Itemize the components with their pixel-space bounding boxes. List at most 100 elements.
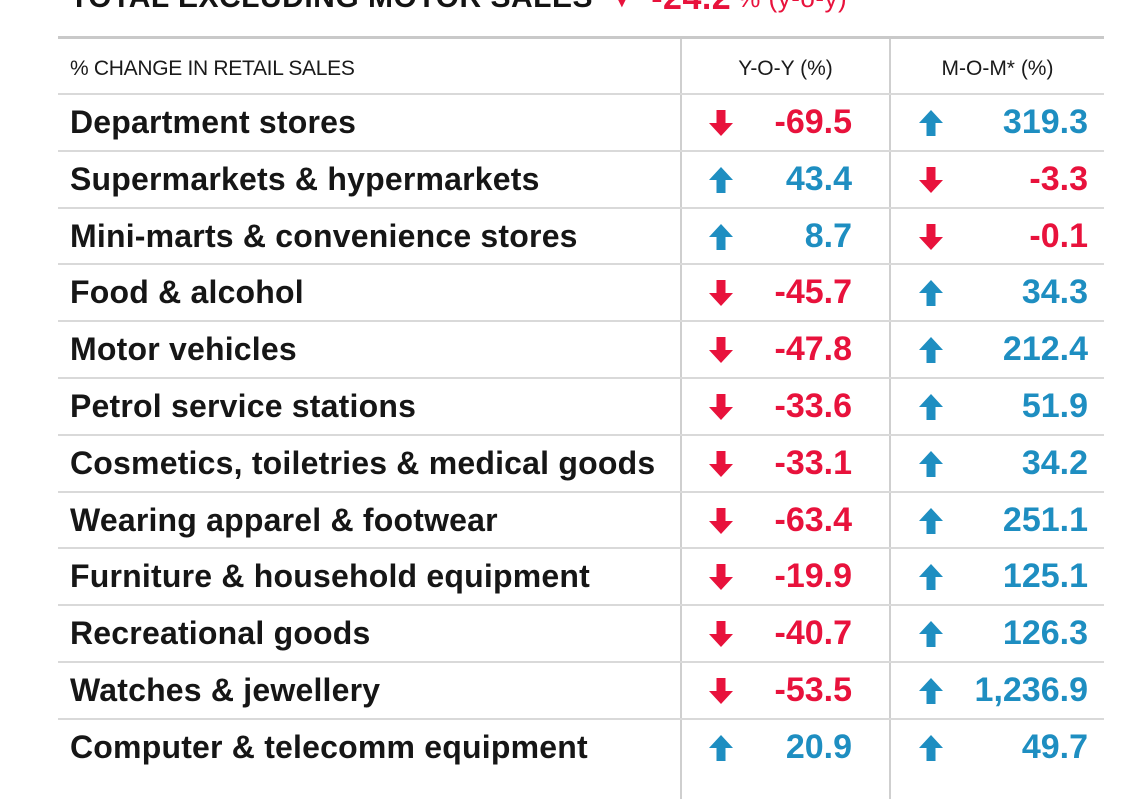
mom-value: 1,236.9	[974, 670, 1088, 709]
yoy-value: -53.5	[774, 670, 853, 709]
row-category: Wearing apparel & footwear	[70, 501, 498, 538]
mom-cell: 51.9	[918, 379, 1088, 433]
mom-cell: 212.4	[918, 322, 1088, 376]
mom-cell: 49.7	[918, 720, 1088, 774]
table-row: Motor vehicles -47.8 212.4	[58, 320, 1104, 377]
mom-value: -0.1	[1029, 216, 1088, 255]
arrow-down-icon	[709, 677, 733, 704]
row-category: Watches & jewellery	[70, 671, 381, 708]
mom-cell: 251.1	[918, 493, 1088, 547]
table-row: Food & alcohol -45.7 34.3	[58, 263, 1104, 320]
mom-value: 51.9	[1021, 386, 1088, 425]
arrow-up-icon	[919, 393, 943, 420]
table-row: Mini-marts & convenience stores 8.7 -0.1	[58, 206, 1104, 264]
column-divider	[680, 39, 682, 799]
mom-value: 319.3	[1002, 103, 1088, 141]
table-row: Supermarkets & hypermarkets 43.4 -3.3	[58, 149, 1104, 207]
arrow-down-icon	[709, 337, 733, 364]
yoy-value: -19.9	[774, 557, 853, 596]
yoy-cell: -53.5	[708, 663, 852, 717]
header-yoy: Y-O-Y (%)	[738, 57, 833, 80]
yoy-value: -69.5	[774, 103, 853, 141]
arrow-down-icon	[709, 280, 733, 307]
arrow-down-icon	[919, 223, 943, 250]
row-category: Recreational goods	[70, 615, 371, 652]
arrow-down-icon	[709, 621, 733, 648]
arrow-up-icon	[919, 110, 943, 136]
column-divider	[889, 39, 891, 799]
yoy-cell: 43.4	[708, 152, 852, 206]
table-body: Department stores -69.5 319.3 Supermarkets …	[58, 93, 1104, 775]
yoy-value: 43.4	[785, 159, 852, 198]
mom-value: 49.7	[1021, 727, 1088, 766]
table-row: Cosmetics, toiletries & medical goods -33…	[58, 433, 1104, 491]
yoy-cell: -19.9	[708, 549, 852, 603]
headline-total-value: -24.2	[651, 0, 731, 18]
headline-title: TOTAL EXCLUDING MOTOR SALES	[70, 0, 593, 15]
arrow-down-icon	[709, 450, 733, 477]
row-category: Petrol service stations	[70, 387, 417, 424]
arrow-down-icon	[709, 110, 733, 136]
yoy-value: -33.6	[774, 386, 853, 425]
row-category: Food & alcohol	[70, 274, 304, 311]
yoy-value: -40.7	[774, 614, 853, 653]
yoy-value: -47.8	[774, 330, 853, 369]
arrow-up-icon	[919, 621, 943, 648]
arrow-down-icon	[709, 393, 733, 420]
yoy-cell: -63.4	[708, 493, 852, 547]
arrow-down-icon	[709, 507, 733, 534]
mom-cell: -3.3	[918, 152, 1088, 206]
table-row: Recreational goods -40.7 126.3	[58, 604, 1104, 661]
yoy-value: -33.1	[774, 443, 853, 482]
table-row: Department stores -69.5 319.3	[58, 93, 1104, 150]
mom-cell: 1,236.9	[918, 663, 1088, 717]
row-category: Computer & telecomm equipment	[70, 728, 588, 765]
headline-total-unit: % (y-o-y)	[737, 0, 847, 14]
mom-value: 34.2	[1021, 443, 1088, 482]
mom-cell: 319.3	[918, 95, 1088, 149]
yoy-value: -63.4	[774, 500, 853, 539]
mom-value: 34.3	[1021, 273, 1088, 312]
header-category: % CHANGE IN RETAIL SALES	[70, 57, 355, 80]
mom-cell: -0.1	[918, 209, 1088, 263]
yoy-cell: -33.1	[708, 436, 852, 490]
arrow-up-icon	[919, 734, 943, 761]
row-category: Mini-marts & convenience stores	[70, 217, 578, 254]
arrow-up-icon	[919, 677, 943, 704]
arrow-up-icon	[709, 166, 733, 193]
headline-bar: TOTAL EXCLUDING MOTOR SALES ▼ -24.2 % (y…	[70, 0, 847, 18]
row-category: Cosmetics, toiletries & medical goods	[70, 444, 656, 481]
row-category: Motor vehicles	[70, 331, 297, 368]
yoy-value: -45.7	[774, 273, 853, 312]
mom-cell: 126.3	[918, 606, 1088, 660]
mom-value: 251.1	[1002, 500, 1088, 539]
table-row: Computer & telecomm equipment 20.9 49.7	[58, 717, 1104, 775]
arrow-down-icon	[709, 564, 733, 591]
arrow-down-icon: ▼	[609, 0, 635, 14]
table-header: % CHANGE IN RETAIL SALES Y-O-Y (%) M-O-M…	[58, 39, 1104, 93]
yoy-cell: -33.6	[708, 379, 852, 433]
mom-cell: 125.1	[918, 549, 1088, 603]
yoy-cell: -45.7	[708, 265, 852, 319]
arrow-up-icon	[709, 734, 733, 761]
row-category: Supermarkets & hypermarkets	[70, 160, 540, 197]
yoy-cell: -40.7	[708, 606, 852, 660]
arrow-up-icon	[919, 450, 943, 477]
arrow-up-icon	[709, 223, 733, 250]
mom-cell: 34.2	[918, 436, 1088, 490]
mom-value: 125.1	[1002, 557, 1088, 596]
mom-value: 126.3	[1002, 614, 1088, 653]
row-category: Furniture & household equipment	[70, 558, 590, 595]
mom-cell: 34.3	[918, 265, 1088, 319]
table-row: Furniture & household equipment -19.9 125.…	[58, 547, 1104, 604]
yoy-cell: 20.9	[708, 720, 852, 774]
arrow-up-icon	[919, 507, 943, 534]
arrow-up-icon	[919, 564, 943, 591]
arrow-up-icon	[919, 337, 943, 364]
yoy-cell: 8.7	[708, 209, 852, 263]
table-row: Watches & jewellery -53.5 1,236.9	[58, 660, 1104, 718]
table-row: Petrol service stations -33.6 51.9	[58, 376, 1104, 434]
row-category: Department stores	[70, 104, 357, 140]
yoy-value: 8.7	[804, 216, 852, 255]
mom-value: -3.3	[1029, 159, 1088, 198]
